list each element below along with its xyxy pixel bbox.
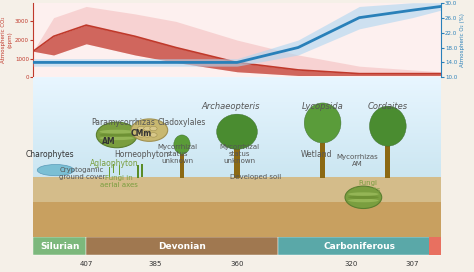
Ellipse shape — [37, 165, 74, 176]
FancyBboxPatch shape — [385, 146, 390, 178]
Ellipse shape — [100, 136, 134, 140]
Text: Devonian: Devonian — [158, 242, 206, 251]
Text: AM: AM — [102, 137, 115, 146]
FancyBboxPatch shape — [113, 164, 114, 173]
FancyBboxPatch shape — [278, 237, 441, 255]
FancyBboxPatch shape — [119, 165, 120, 175]
Ellipse shape — [144, 126, 151, 131]
Text: 320: 320 — [345, 261, 358, 267]
Text: Cordaites: Cordaites — [368, 102, 408, 111]
Ellipse shape — [370, 106, 406, 146]
Text: Carboniferous: Carboniferous — [323, 242, 395, 251]
Text: CMm: CMm — [130, 129, 152, 138]
Ellipse shape — [144, 133, 151, 137]
FancyBboxPatch shape — [33, 177, 441, 237]
Text: Wetland: Wetland — [301, 150, 332, 159]
Ellipse shape — [100, 130, 134, 134]
Ellipse shape — [345, 186, 382, 209]
Text: Silurian: Silurian — [40, 242, 80, 251]
FancyBboxPatch shape — [109, 167, 110, 177]
Text: Mycorrhizas
AM: Mycorrhizas AM — [337, 154, 378, 167]
Text: Archaeopteris: Archaeopteris — [201, 102, 260, 111]
Y-axis label: Atmospheric CO₂
(ppm): Atmospheric CO₂ (ppm) — [1, 17, 12, 63]
FancyBboxPatch shape — [33, 202, 441, 237]
Ellipse shape — [174, 135, 190, 154]
FancyBboxPatch shape — [137, 165, 139, 178]
Text: 307: 307 — [406, 261, 419, 267]
Text: Paramycorrhizas: Paramycorrhizas — [91, 118, 155, 127]
Text: Charophytes: Charophytes — [25, 150, 74, 159]
Ellipse shape — [131, 119, 168, 141]
Ellipse shape — [304, 103, 341, 143]
Ellipse shape — [348, 196, 379, 199]
Ellipse shape — [137, 133, 145, 137]
Y-axis label: Atmospheric O₂ (%): Atmospheric O₂ (%) — [460, 13, 465, 67]
Ellipse shape — [150, 126, 157, 131]
Ellipse shape — [100, 133, 134, 137]
Text: Cryptogamic
ground cover: Cryptogamic ground cover — [59, 167, 105, 180]
Text: Mycorrhizal
status
unknown: Mycorrhizal status unknown — [158, 144, 198, 164]
Text: 360: 360 — [230, 261, 244, 267]
FancyBboxPatch shape — [86, 237, 278, 255]
Ellipse shape — [96, 122, 137, 148]
Text: Aglaophyton: Aglaophyton — [91, 159, 139, 168]
Text: Fungi in
aerial axes: Fungi in aerial axes — [100, 175, 138, 188]
FancyBboxPatch shape — [234, 149, 240, 178]
Text: Developed soil: Developed soil — [230, 174, 281, 180]
Ellipse shape — [348, 199, 379, 202]
FancyBboxPatch shape — [141, 164, 143, 177]
FancyBboxPatch shape — [180, 154, 183, 178]
Ellipse shape — [348, 192, 379, 196]
Ellipse shape — [137, 126, 145, 131]
Text: Lycopsida: Lycopsida — [302, 102, 344, 111]
Text: Fungi
in roots: Fungi in roots — [354, 180, 381, 193]
Text: 385: 385 — [149, 261, 162, 267]
Text: Horneophyton: Horneophyton — [114, 150, 168, 159]
FancyBboxPatch shape — [320, 143, 325, 178]
Text: Mycorrhizal
status
unknown: Mycorrhizal status unknown — [219, 144, 259, 164]
Text: Cladoxylales: Cladoxylales — [158, 118, 206, 127]
Text: 407: 407 — [80, 261, 93, 267]
FancyBboxPatch shape — [33, 237, 86, 255]
FancyBboxPatch shape — [428, 237, 441, 255]
Ellipse shape — [217, 114, 257, 149]
Ellipse shape — [150, 133, 157, 137]
